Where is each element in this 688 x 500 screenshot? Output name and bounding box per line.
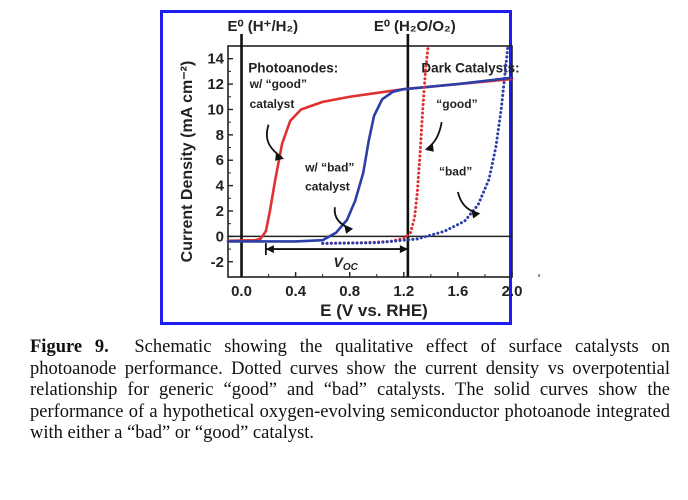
good-photoanode-arrowhead (275, 152, 285, 161)
bad-catalyst-arrowhead (471, 209, 481, 219)
plot-area (227, 45, 513, 278)
x-tick-label: 0.0 (231, 283, 252, 300)
y-tick-label: 2 (216, 203, 224, 220)
y-tick-label: 8 (216, 127, 224, 144)
voc-label: VOC (333, 254, 358, 273)
reference-line-label: E⁰ (H₂O/O₂) (374, 18, 456, 35)
y-tick-label: 14 (207, 51, 224, 68)
y-tick-label: 6 (216, 152, 224, 169)
y-axis-label: Current Density (mA cm⁻²) (179, 61, 196, 263)
series-line-1 (226, 76, 514, 243)
voc-arrowhead-right (399, 245, 408, 254)
x-tick-label: 0.4 (285, 283, 307, 300)
bad-photoanode-label: catalyst (305, 180, 350, 194)
bad-photoanode-label: w/ “bad” (304, 161, 354, 175)
good-catalyst-label: “good” (436, 97, 477, 111)
x-axis-label: E (V vs. RHE) (320, 301, 428, 320)
dark-catalysts-label: Dark Catalysts: (421, 61, 519, 76)
x-tick-label: 2.0 (502, 283, 523, 300)
bad-catalyst-arrow (457, 191, 479, 215)
y-tick-label: 10 (207, 101, 224, 118)
chart: 14 12 10 8 6 4 2 0 -2 0.0 0.4 0.8 1.2 1.6 2.0 E (V vs. … (179, 18, 540, 320)
figure-frame (160, 10, 512, 325)
x-tick-label: 0.8 (339, 283, 360, 300)
photoanodes-label: Photoanodes: (248, 61, 338, 76)
good-catalyst-arrowhead (424, 143, 434, 152)
good-catalyst-arrow (426, 121, 443, 150)
y-tick-label: 12 (207, 76, 224, 93)
caption-text: Schematic showing the qualitative effect… (30, 337, 670, 443)
bad-catalyst-label: “bad” (439, 164, 472, 178)
figure-caption: Figure 9. Schematic showing the qualitat… (30, 337, 670, 445)
x-tick-label: 1.6 (447, 283, 468, 300)
y-tick-label: 0 (216, 228, 224, 245)
x-tick-label: 1.2 (393, 283, 414, 300)
caption-label: Figure 9. (30, 337, 109, 357)
series-line-2 (321, 44, 430, 245)
good-photoanode-label: catalyst (250, 97, 295, 111)
voc-arrowhead-left (265, 245, 274, 254)
reference-line-label: E⁰ (H⁺/H₂) (228, 18, 299, 35)
good-photoanode-label: w/ “good” (249, 77, 307, 91)
series-line-3 (321, 44, 510, 245)
bad-photoanode-arrowhead (344, 224, 354, 234)
y-tick-label: 4 (216, 178, 225, 195)
y-tick-label: -2 (211, 254, 224, 271)
